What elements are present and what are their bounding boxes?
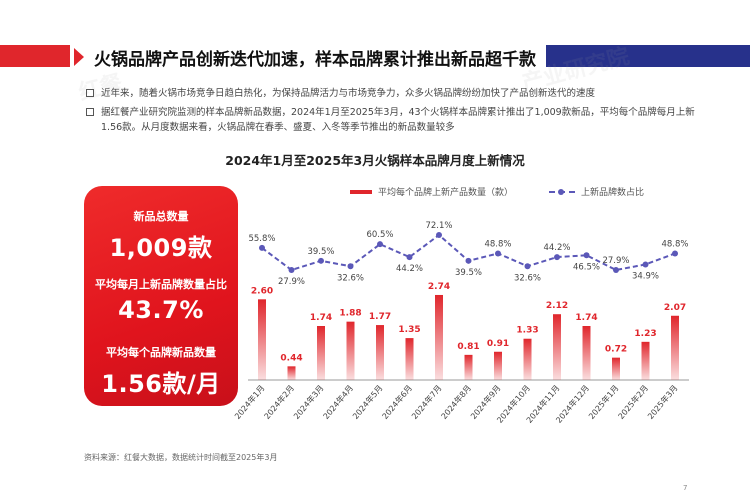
bullet-list: 近年来，随着火锅市场竞争日趋白热化，为保持品牌活力与市场竞争力，众多火锅品牌纷纷… xyxy=(86,86,706,139)
line-label-3: 32.6% xyxy=(337,273,364,283)
kpi-share-label: 平均每月上新品牌数量占比 xyxy=(95,278,227,291)
kpi-avg: 平均每个品牌新品数量 1.56款/月 xyxy=(84,344,238,399)
line-point-5 xyxy=(406,254,413,261)
chart-legend: 平均每个品牌上新产品数量（款） 上新品牌数占比 xyxy=(350,185,680,198)
kpi-share: 平均每月上新品牌数量占比 43.7% xyxy=(84,276,238,324)
legend-bar-swatch xyxy=(350,189,372,194)
page-header: 火锅品牌产品创新迭代加速，样本品牌累计推出新品超千款 xyxy=(70,40,546,74)
legend-bar-label: 平均每个品牌上新产品数量（款） xyxy=(378,188,514,198)
kpi-total-label: 新品总数量 xyxy=(133,210,189,223)
line-point-14 xyxy=(672,250,678,257)
line-point-12 xyxy=(613,267,619,273)
bar-4 xyxy=(376,325,384,380)
page-number: 7 xyxy=(683,484,688,492)
bar-8 xyxy=(494,351,502,380)
kpi-avg-label: 平均每个品牌新品数量 xyxy=(106,346,216,359)
legend-item-bar: 平均每个品牌上新产品数量（款） xyxy=(350,185,513,198)
bar-10 xyxy=(553,314,561,380)
bar-label-11: 1.74 xyxy=(575,313,597,323)
line-label-11: 46.5% xyxy=(573,262,600,272)
bar-label-13: 1.23 xyxy=(634,329,656,339)
bar-1 xyxy=(287,366,296,380)
line-point-8 xyxy=(495,250,501,257)
line-point-4 xyxy=(377,241,383,248)
bar-12 xyxy=(612,357,620,380)
line-point-2 xyxy=(318,257,324,264)
bar-label-12: 0.72 xyxy=(605,345,627,355)
bar-label-7: 0.81 xyxy=(457,342,479,352)
bar-14 xyxy=(671,315,679,380)
legend-line-label: 上新品牌数占比 xyxy=(581,188,645,198)
bullet-text: 据红餐产业研究院监测的样本品牌新品数据，2024年1月至2025年3月，43个火… xyxy=(101,107,695,133)
line-label-9: 32.6% xyxy=(514,273,541,283)
title-triangle-icon xyxy=(74,48,84,66)
page-title: 火锅品牌产品创新迭代加速，样本品牌累计推出新品超千款 xyxy=(94,49,536,70)
bar-label-10: 2.12 xyxy=(546,301,568,311)
x-tick-label-14: 2025年3月 xyxy=(645,383,679,421)
legend-line-swatch xyxy=(549,188,576,195)
line-point-11 xyxy=(583,252,590,259)
bar-2 xyxy=(317,326,325,380)
bar-9 xyxy=(523,338,532,380)
line-label-7: 39.5% xyxy=(455,268,482,278)
line-label-5: 44.2% xyxy=(396,264,423,274)
line-label-14: 48.8% xyxy=(661,239,688,249)
bar-label-14: 2.07 xyxy=(664,303,686,313)
line-label-0: 55.8% xyxy=(248,234,275,244)
line-point-1 xyxy=(288,267,295,273)
bar-label-9: 1.33 xyxy=(516,326,538,336)
line-label-2: 39.5% xyxy=(307,247,334,257)
line-label-13: 34.9% xyxy=(632,271,659,281)
bar-6 xyxy=(435,294,443,380)
kpi-total-value: 1,009款 xyxy=(109,234,213,262)
line-point-7 xyxy=(465,257,472,264)
line-point-13 xyxy=(642,261,649,268)
bar-label-5: 1.35 xyxy=(398,325,420,335)
line-label-6: 72.1% xyxy=(425,221,452,231)
line-point-6 xyxy=(436,232,442,238)
line-label-1: 27.9% xyxy=(278,277,305,287)
bar-11 xyxy=(582,326,591,380)
bar-label-3: 1.88 xyxy=(339,309,361,319)
line-label-4: 60.5% xyxy=(366,230,393,240)
legend-item-line: 上新品牌数占比 xyxy=(549,185,644,198)
chart-title: 2024年1月至2025年3月火锅样本品牌月度上新情况 xyxy=(225,153,525,168)
bullet-item: 近年来，随着火锅市场竞争日趋白热化，为保持品牌活力与市场竞争力，众多火锅品牌纷纷… xyxy=(86,86,706,101)
bar-label-2: 1.74 xyxy=(310,313,332,323)
bullet-text: 近年来，随着火锅市场竞争日趋白热化，为保持品牌活力与市场竞争力，众多火锅品牌纷纷… xyxy=(101,88,596,99)
source-note: 资料来源：红餐大数据，数据统计时间截至2025年3月 xyxy=(84,453,278,462)
line-label-8: 48.8% xyxy=(484,239,511,249)
line-point-9 xyxy=(524,263,531,270)
bar-7 xyxy=(464,354,473,380)
bar-label-4: 1.77 xyxy=(369,312,391,322)
bar-13 xyxy=(641,341,650,380)
bar-5 xyxy=(405,338,414,380)
kpi-share-value: 43.7% xyxy=(118,296,204,324)
bar-3 xyxy=(346,321,355,380)
line-point-3 xyxy=(347,263,354,270)
square-bullet-icon xyxy=(86,89,94,97)
bar-label-0: 2.60 xyxy=(251,286,273,296)
line-point-0 xyxy=(259,244,265,251)
line-label-10: 44.2% xyxy=(543,243,570,253)
square-bullet-icon xyxy=(86,108,94,116)
bar-label-8: 0.91 xyxy=(487,339,509,349)
kpi-avg-value: 1.56款/月 xyxy=(101,370,221,398)
line-point-10 xyxy=(554,254,560,261)
line-label-12: 27.9% xyxy=(602,256,629,266)
bullet-item: 据红餐产业研究院监测的样本品牌新品数据，2024年1月至2025年3月，43个火… xyxy=(86,105,706,135)
kpi-card: 新品总数量 1,009款 平均每月上新品牌数量占比 43.7% 平均每个品牌新品… xyxy=(84,186,238,406)
kpi-total: 新品总数量 1,009款 xyxy=(84,208,238,263)
bar-label-1: 0.44 xyxy=(280,353,302,363)
bar-0 xyxy=(258,299,266,380)
bar-label-6: 2.74 xyxy=(428,282,450,292)
